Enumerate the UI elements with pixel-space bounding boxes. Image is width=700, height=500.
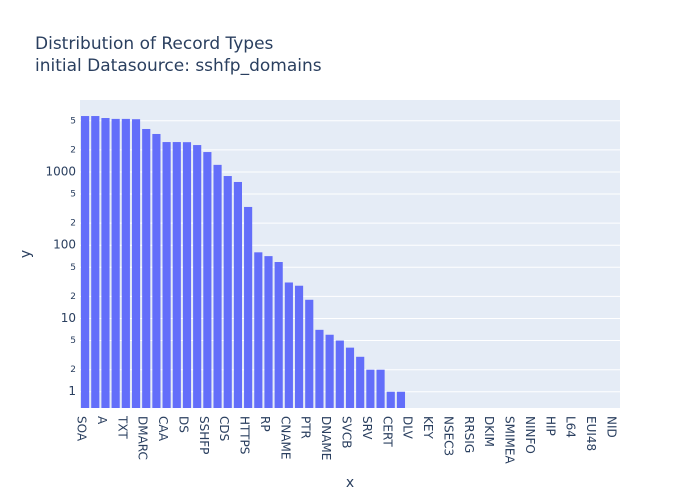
y-tick-label: 1	[68, 384, 76, 398]
bar	[81, 116, 90, 408]
bar	[335, 340, 344, 408]
bar	[223, 176, 232, 408]
bar	[233, 181, 242, 408]
x-tick-label: CERT	[380, 416, 394, 447]
bar	[101, 118, 110, 408]
bar	[244, 206, 253, 408]
y-tick-label: 5	[70, 336, 76, 346]
x-tick-label: CAA	[156, 416, 170, 442]
x-tick-label: SRV	[360, 416, 374, 440]
bar	[305, 299, 314, 408]
bar	[294, 285, 304, 408]
y-tick-label: 10	[61, 311, 76, 325]
x-tick-label: DNAME	[319, 416, 333, 460]
bar	[131, 119, 141, 409]
y-tick-label: 5	[70, 116, 76, 126]
x-tick-label: SSHFP	[197, 416, 211, 454]
y-tick-label: 5	[70, 263, 76, 273]
bar	[345, 347, 355, 408]
x-tick-label: PTR	[299, 416, 313, 439]
bar	[213, 164, 222, 408]
y-tick-label: 2	[70, 365, 76, 375]
y-tick-label: 5	[70, 190, 76, 200]
y-tick-label: 1000	[45, 164, 76, 178]
x-tick-label: EUI48	[584, 416, 598, 451]
bar	[376, 369, 385, 408]
bar	[193, 145, 202, 408]
bar	[172, 142, 181, 408]
bar	[203, 152, 212, 408]
bar	[182, 142, 192, 409]
x-tick-label: CDS	[217, 416, 231, 441]
x-tick-label: SOA	[75, 416, 89, 442]
bar	[325, 334, 334, 408]
y-axis-title: y	[18, 250, 34, 258]
bar	[264, 256, 273, 408]
x-tick-label: DMARC	[136, 416, 150, 460]
bar	[274, 262, 283, 408]
bar	[152, 133, 161, 409]
chart-subtitle: initial Datasource: sshfp_domains	[35, 56, 322, 76]
x-tick-label: HIP	[543, 416, 557, 436]
chart-title: Distribution of Record Types	[35, 34, 274, 54]
x-tick-label: NINFO	[523, 416, 537, 454]
bar	[162, 142, 171, 408]
x-tick-label: CNAME	[278, 416, 292, 460]
x-tick-label: HTTPS	[238, 416, 252, 454]
x-tick-label: SVCB	[340, 416, 354, 448]
y-tick-label: 2	[70, 145, 76, 155]
bar	[142, 128, 151, 408]
x-tick-label: DKIM	[482, 416, 496, 447]
x-tick-label: RRSIG	[462, 416, 476, 453]
x-tick-label: L64	[564, 416, 578, 438]
x-tick-label: DS	[176, 416, 190, 433]
bar	[91, 116, 100, 408]
bar	[396, 391, 406, 408]
bar	[111, 118, 120, 408]
bar	[366, 369, 375, 408]
y-tick-label: 2	[70, 292, 76, 302]
bar	[386, 391, 395, 408]
x-axis-title: x	[346, 475, 354, 491]
x-tick-label: A	[95, 416, 109, 425]
x-tick-label: RP	[258, 416, 272, 432]
x-tick-label: NID	[604, 416, 618, 438]
x-tick-label: SMIMEA	[503, 416, 517, 464]
bar	[121, 118, 130, 408]
bar	[356, 356, 365, 408]
bar	[284, 282, 293, 408]
y-tick-label: 2	[70, 219, 76, 229]
x-tick-label: TXT	[115, 415, 129, 439]
bar	[315, 329, 324, 408]
bar	[254, 252, 263, 408]
x-tick-label: KEY	[421, 416, 435, 439]
x-tick-label: NSEC3	[441, 416, 455, 456]
y-tick-label: 100	[53, 238, 76, 252]
x-tick-label: DLV	[401, 416, 415, 440]
